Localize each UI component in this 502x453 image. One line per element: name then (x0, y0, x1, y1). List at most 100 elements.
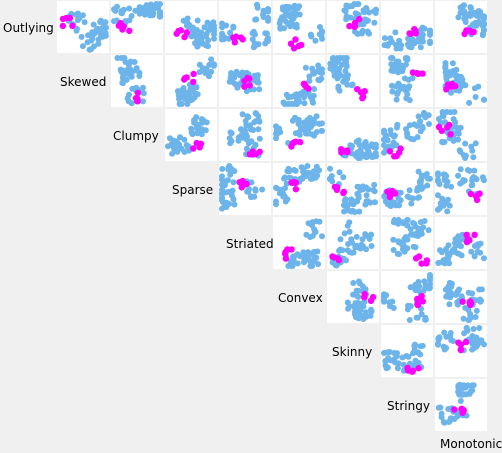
point (171, 145, 178, 152)
highlight-point (451, 406, 458, 413)
point (252, 186, 259, 193)
point (226, 163, 233, 169)
point (289, 263, 296, 269)
point (248, 179, 255, 186)
point (471, 253, 478, 260)
point (310, 99, 316, 106)
point (277, 25, 284, 32)
point (470, 382, 477, 389)
point (441, 329, 448, 336)
scatter-cell-skewed-clumpy[interactable] (111, 55, 163, 107)
scatter-cell-outlying-skinny[interactable] (327, 1, 379, 53)
point (353, 233, 360, 240)
highlighted-points (463, 231, 478, 246)
highlighted-points (459, 298, 475, 309)
base-points (381, 109, 432, 156)
point (389, 88, 396, 95)
scatter-cell-skewed-convex[interactable] (273, 55, 325, 107)
scatter-cell-skewed-striated[interactable] (219, 55, 271, 107)
point (399, 241, 406, 248)
scatter-cell-skewed-stringy[interactable] (381, 55, 433, 107)
point (362, 231, 369, 238)
point (128, 73, 135, 80)
scatter-cell-outlying-stringy[interactable] (381, 1, 433, 53)
point (292, 167, 299, 174)
scatter-cell-striated-convex[interactable] (273, 217, 325, 269)
highlighted-points (241, 74, 253, 90)
point (363, 5, 370, 11)
scatter-cell-striated-stringy[interactable] (381, 217, 433, 269)
highlight-point (241, 77, 248, 85)
point (404, 84, 410, 91)
point (387, 203, 394, 209)
scatter-plot (282, 218, 325, 269)
highlight-point (134, 89, 142, 97)
scatter-cell-skinny-stringy[interactable] (381, 325, 433, 377)
point (394, 91, 401, 98)
point (265, 35, 271, 41)
point (296, 3, 303, 10)
point (415, 168, 422, 175)
point (448, 70, 455, 77)
point (249, 36, 256, 43)
scatter-cell-striated-skinny[interactable] (327, 217, 379, 269)
scatter-cell-sparse-skinny[interactable] (327, 163, 379, 215)
scatter-cell-clumpy-skinny[interactable] (327, 109, 379, 161)
scatter-cell-convex-skinny[interactable] (327, 271, 379, 323)
scatter-cell-skewed-monotonic[interactable] (435, 55, 487, 107)
highlight-point (414, 301, 421, 308)
base-points (344, 278, 375, 322)
scatter-cell-convex-monotonic[interactable] (435, 271, 487, 323)
point (419, 125, 426, 132)
scatter-cell-outlying-monotonic[interactable] (435, 1, 487, 53)
highlight-point (351, 23, 359, 30)
scatter-plot (329, 219, 375, 269)
scatter-cell-sparse-monotonic[interactable] (435, 163, 487, 215)
point (456, 381, 463, 388)
highlight-point (359, 95, 366, 102)
point (315, 62, 322, 69)
point (296, 131, 303, 138)
base-points (65, 10, 109, 53)
scatter-cell-clumpy-striated[interactable] (219, 109, 271, 161)
scatter-cell-sparse-convex[interactable] (273, 163, 325, 215)
scatter-cell-sparse-striated[interactable] (219, 163, 271, 215)
point (273, 198, 279, 205)
point (227, 171, 234, 178)
scatter-cell-outlying-sparse[interactable] (165, 1, 217, 53)
scatter-cell-sparse-stringy[interactable] (381, 163, 433, 215)
scatter-cell-clumpy-convex[interactable] (273, 109, 325, 161)
point (281, 101, 288, 107)
scatter-cell-skewed-skinny[interactable] (327, 55, 379, 107)
point (353, 287, 360, 294)
point (235, 134, 242, 141)
point (230, 196, 237, 203)
point (256, 117, 263, 124)
scatter-cell-clumpy-stringy[interactable] (381, 109, 433, 161)
scatter-cell-outlying-clumpy[interactable] (111, 1, 163, 53)
scatter-cell-convex-stringy[interactable] (381, 271, 433, 323)
scatter-cell-outlying-convex[interactable] (273, 1, 325, 53)
scatter-cell-skewed-sparse[interactable] (165, 55, 217, 107)
scatter-cell-clumpy-monotonic[interactable] (435, 109, 487, 161)
point (404, 193, 411, 200)
scatter-plot (435, 325, 487, 354)
point (92, 29, 98, 35)
point (126, 5, 133, 12)
scatter-cell-stringy-monotonic[interactable] (435, 379, 487, 431)
point (343, 59, 350, 66)
highlight-point (292, 186, 300, 193)
scatter-cell-clumpy-sparse[interactable] (165, 109, 217, 161)
point (284, 168, 291, 175)
highlight-point (340, 188, 348, 196)
point (294, 260, 301, 267)
point (118, 8, 125, 15)
scatter-cell-skinny-monotonic[interactable] (435, 325, 487, 377)
scatter-cell-striated-monotonic[interactable] (435, 217, 487, 269)
point (78, 33, 85, 40)
scatter-plot (435, 166, 487, 215)
scatter-cell-outlying-striated[interactable] (219, 1, 271, 53)
scatter-cell-outlying-skewed[interactable] (57, 1, 109, 53)
point (253, 16, 260, 23)
point (310, 69, 317, 76)
